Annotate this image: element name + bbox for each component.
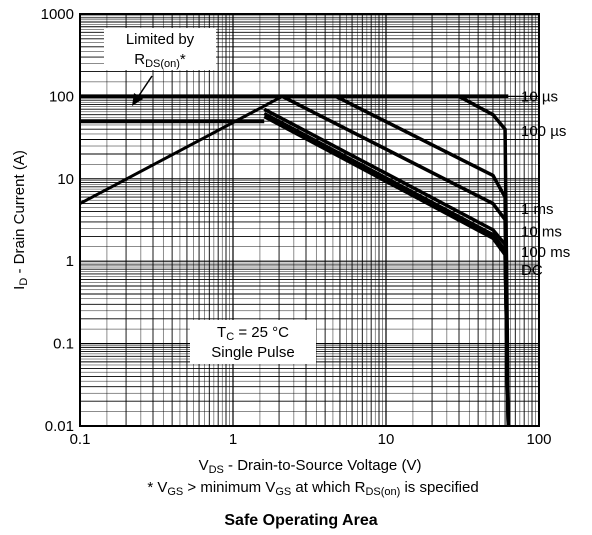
x-axis-title: VDS - Drain-to-Source Voltage (V) [199, 457, 422, 476]
rds-limit-arrow-shaft [135, 75, 153, 101]
y-tick-label: 1 [66, 253, 74, 270]
rds-limit-arrow-head [132, 93, 143, 106]
conditions-annotation: TC = 25 °C Single Pulse [190, 320, 316, 364]
series-label-10-us: 10 µs [521, 88, 558, 105]
x-tick-label: 100 [526, 431, 551, 448]
chart-title: Safe Operating Area [224, 512, 377, 529]
soa-curves [79, 94, 511, 427]
rds-limit-line1: Limited by [126, 31, 195, 48]
conditions-line1: TC = 25 °C [217, 324, 289, 343]
series-label-100-us: 100 µs [521, 123, 566, 140]
y-tick-label: 0.1 [53, 336, 74, 353]
grid [79, 14, 539, 427]
conditions-box [190, 320, 316, 364]
y-tick-label: 0.01 [45, 418, 74, 435]
plot-frame [79, 13, 540, 427]
x-tick-label: 10 [378, 431, 395, 448]
rds-limit-annotation: Limited by RDS(on)* [104, 28, 216, 106]
series-label-10-ms: 10 ms [521, 223, 562, 240]
footnote: * VGS > minimum VGS at which RDS(on) is … [147, 479, 478, 498]
y-tick-label: 10 [57, 171, 74, 188]
y-axis-title: ID - Drain Current (A) [11, 150, 30, 290]
x-tick-label: 1 [229, 431, 237, 448]
rds-limit-line2: RDS(on)* [134, 51, 186, 70]
series-label-1-ms: 1 ms [521, 201, 554, 218]
y-tick-label: 100 [49, 88, 74, 105]
x-tick-label: 0.1 [70, 431, 91, 448]
series-line-dc [263, 114, 511, 427]
series-label-dc: DC [521, 262, 543, 279]
rds-limit-box [104, 28, 216, 70]
conditions-line2: Single Pulse [211, 344, 294, 361]
series-label-100-ms: 100 ms [521, 244, 570, 261]
y-tick-label: 1000 [41, 6, 74, 23]
rds-on-limit-line [79, 95, 284, 205]
